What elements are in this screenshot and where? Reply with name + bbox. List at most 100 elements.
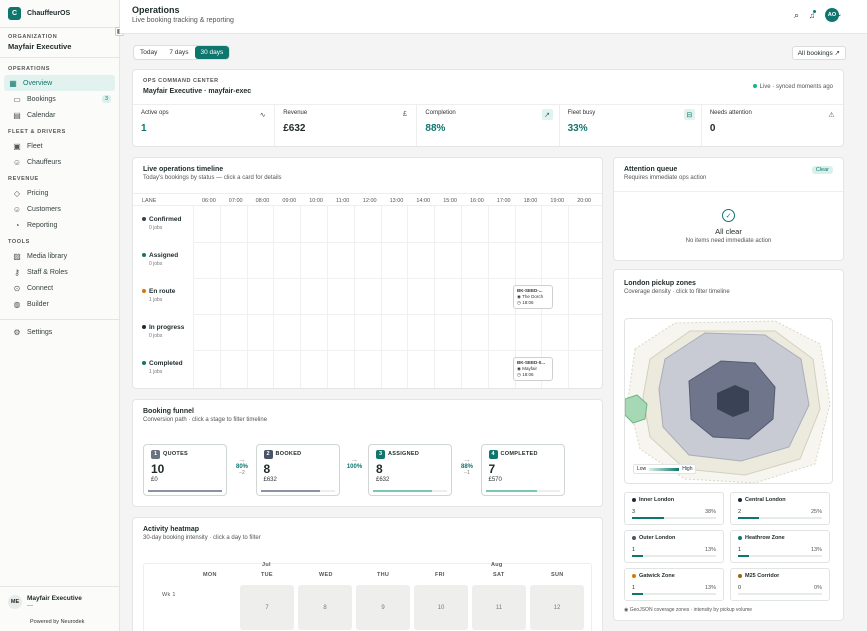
hour-label: 16:00 [470,198,484,204]
booking-card[interactable]: BK-SEED-0... ◉ Mayfair ◷ 18:06 [513,357,553,381]
sidebar-item-builder[interactable]: ◍ Builder [4,296,115,312]
sidebar-item-label: Chauffeurs [27,158,62,166]
kpi-revenue[interactable]: Revenue £632 £ [275,105,418,146]
sidebar-item-bookings[interactable]: ▭ Bookings 3 [4,91,115,107]
kpi-fleet-busy[interactable]: Fleet busy 33% ⊟ [560,105,702,146]
sidebar-item-fleet[interactable]: ▣ Fleet [4,138,115,154]
live-status-text: Live · synced moments ago [759,84,833,90]
weekday-label: THU [377,572,390,578]
zone-pct: 38% [704,509,716,515]
plug-icon: ⊙ [13,283,21,293]
stage-value: 7 [488,462,496,476]
booking-id: BK-SEED-... [517,288,543,293]
chevron-down-icon[interactable]: ⌄ [836,12,842,18]
funnel-subtitle: Conversion path · click a stage to filte… [143,417,268,423]
sidebar-item-customers[interactable]: ☺ Customers [4,201,115,217]
sidebar-item-connect[interactable]: ⊙ Connect [4,280,115,296]
car-icon: ⊟ [683,109,695,120]
search-icon[interactable]: ⌕ [793,9,799,20]
stage-bar [485,490,560,492]
lane-confirmed[interactable]: Confirmed 0 jobs [142,216,182,231]
weekday-label: FRI [435,572,445,578]
sidebar-item-overview[interactable]: ▦ Overview [4,75,115,91]
hour-label: 19:00 [550,198,565,204]
lane-status-dot [142,361,146,366]
avatar[interactable]: ME [8,595,22,609]
heatmap-day-cell[interactable]: 7 [240,585,294,630]
hour-label: 06:00 [202,198,216,204]
zone-share-bar [632,555,716,557]
lane-in-progress[interactable]: In progress 0 jobs [142,324,184,339]
funnel-stage-quotes[interactable]: 1 QUOTES 10 £0 [143,444,227,496]
lane-completed[interactable]: Completed 1 jobs [142,360,183,375]
heatmap-day-cell[interactable]: 9 [356,585,410,630]
zone-card-outer-london[interactable]: Outer London 1 13% [624,530,724,563]
stage-number: 3 [376,450,385,459]
conversion-pct: 80% [235,464,248,470]
funnel-stage-completed[interactable]: 4 COMPLETED 7 £570 [480,444,565,496]
clock-icon: ◷ [517,300,521,305]
zone-name: Outer London [639,535,676,541]
pin-icon: ◉ [517,366,521,371]
sidebar-item-staff[interactable]: ⚷ Staff & Roles [4,264,115,280]
image-icon: ▨ [13,251,21,261]
weekday-label: SAT [493,572,505,578]
booking-place-text: Mayfair [522,366,537,371]
lane-name: Assigned [149,252,179,259]
zone-card-heathrow-zone[interactable]: Heathrow Zone 1 13% [730,530,830,563]
lane-en-route[interactable]: En route 1 jobs [142,288,175,303]
live-dot [752,84,757,89]
kpi-needs-attention[interactable]: Needs attention 0 ⚠ [702,105,843,146]
stage-number: 4 [488,450,498,459]
zone-heathrow [625,394,648,424]
range-today[interactable]: Today [140,49,158,56]
timeline-header: LANE 06:00 07:00 08:00 09:00 10:00 11:00 12:00… [133,193,602,206]
zone-card-gatwick-zone[interactable]: Gatwick Zone 1 13% [624,568,724,601]
check-circle-icon: ✓ [722,209,735,222]
sidebar-item-label: Overview [23,79,53,87]
funnel-stage-assigned[interactable]: 3 ASSIGNED 8 £632 [368,444,452,496]
zones-map[interactable]: Low High [624,318,833,484]
sidebar-item-calendar[interactable]: ▤ Calendar [4,107,115,123]
kpi-label: Fleet busy [567,110,596,116]
range-30-days[interactable]: 30 days [194,46,230,59]
zone-share-bar [632,593,716,595]
sidebar-item-pricing[interactable]: ◇ Pricing [4,185,115,201]
kpi-label: Active ops [141,110,169,116]
lane-name: Completed [149,360,183,367]
page-title: Operations [132,5,180,15]
legend-gradient [649,467,680,471]
bell-icon[interactable]: ♫ [809,9,816,20]
user-avatar[interactable]: AO [825,8,839,22]
heatmap-day-cell[interactable]: 8 [298,585,352,630]
lane-assigned[interactable]: Assigned 0 jobs [142,252,178,267]
sidebar-item-label: Staff & Roles [27,268,68,276]
sidebar-item-chauffeurs[interactable]: ☺ Chauffeurs [4,154,115,170]
heatmap-day-cell[interactable]: 12 [530,585,584,630]
sidebar-item-media[interactable]: ▨ Media library [4,248,115,264]
heatmap-day-cell[interactable]: 10 [414,585,468,630]
zone-card-m25-corridor[interactable]: M25 Corridor 0 0% [730,568,830,601]
all-bookings-button[interactable]: All bookings ↗ [791,46,846,60]
kpi-active-ops[interactable]: Active ops 1 ∿ [133,105,276,146]
kpi-completion[interactable]: Completion 88% ↗ [417,105,560,146]
conversion-drop: −1 [464,470,470,476]
range-selector: Today 7 days 30 days [133,45,231,60]
all-clear-text: All clear [715,227,742,236]
kpi-value: 33% [567,123,588,134]
car-icon: ▣ [13,141,21,151]
zone-share-bar [738,555,822,557]
heatmap-day-cell[interactable]: 11 [472,585,526,630]
stage-label: QUOTES [163,451,189,457]
funnel-stage-booked[interactable]: 2 BOOKED 8 £632 [255,444,340,496]
lane-name: In progress [149,324,185,331]
zone-color-dot [632,497,636,502]
zone-card-inner-london[interactable]: Inner London 3 38% [624,492,724,525]
sidebar-item-settings[interactable]: ⚙ Settings [4,324,115,340]
org-name[interactable]: Mayfair Executive [8,42,72,51]
booking-card[interactable]: BK-SEED-... ◉ The Dorch ◷ 18:06 [513,285,553,309]
sidebar-item-reporting[interactable]: ◔ Reporting [4,217,115,233]
zone-card-central-london[interactable]: Central London 2 25% [730,492,830,525]
weekday-label: MON [203,572,217,578]
range-7-days[interactable]: 7 days [169,49,189,56]
